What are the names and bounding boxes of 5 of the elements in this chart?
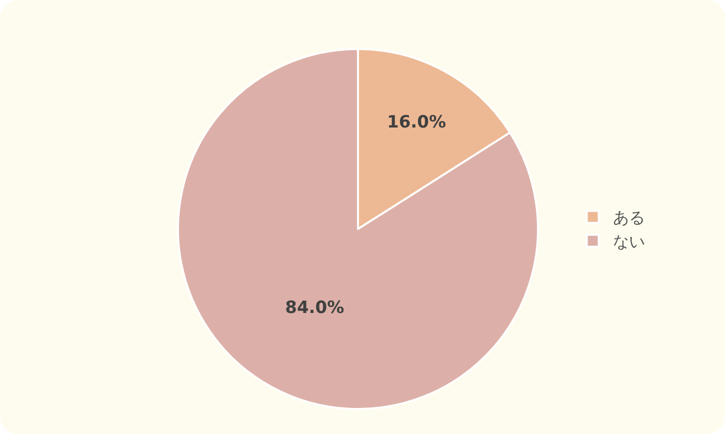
pie-slice	[177, 48, 539, 410]
legend-label: ない	[612, 232, 645, 251]
data-label: 16.0%	[386, 112, 446, 133]
data-label: 84.0%	[285, 298, 344, 318]
legend-label: ある	[612, 208, 645, 228]
